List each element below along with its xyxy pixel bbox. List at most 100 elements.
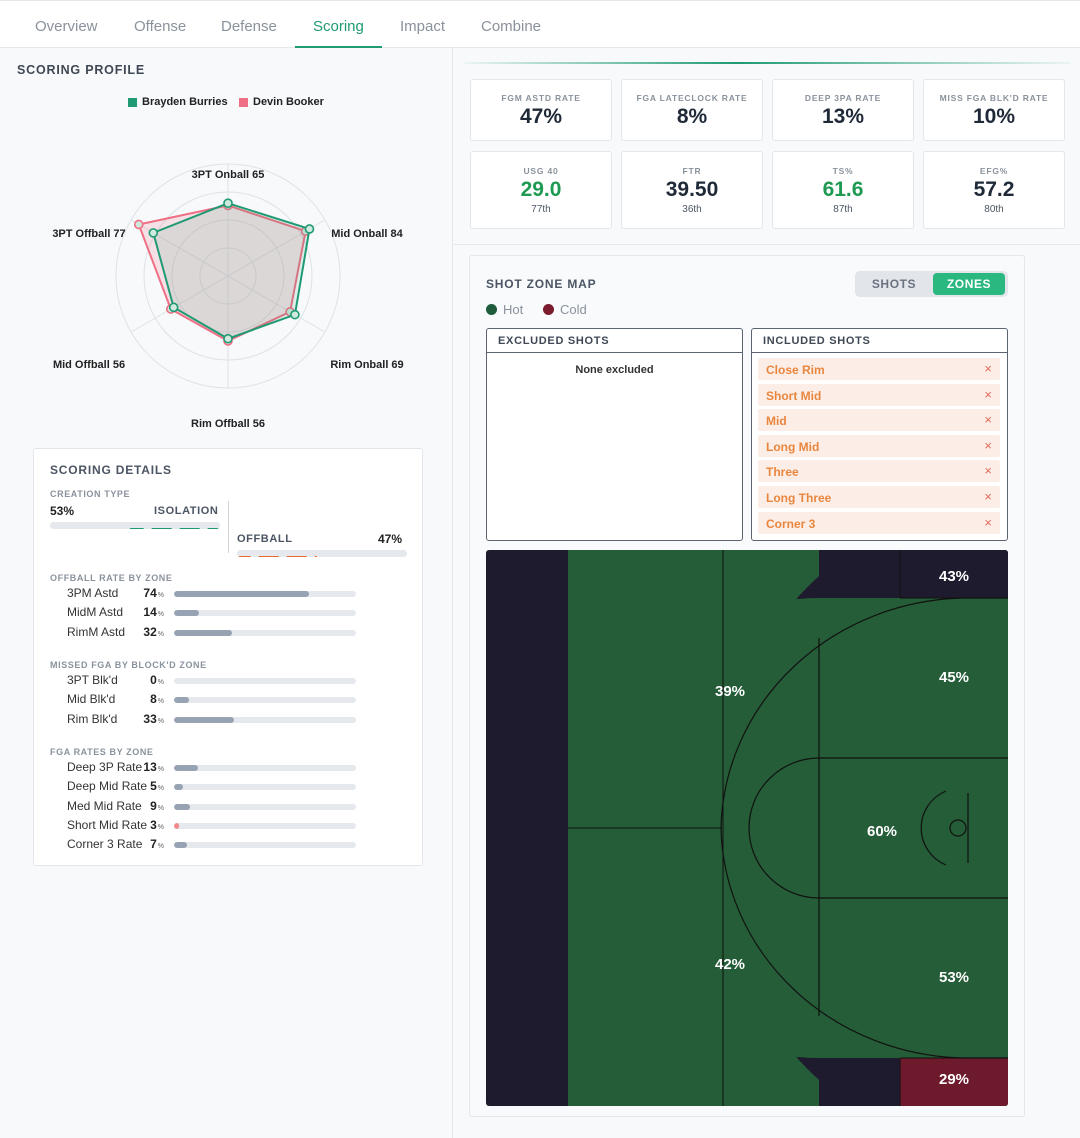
detail-row-label: Deep Mid Rate — [67, 779, 148, 794]
stat-rank: 77th — [531, 204, 551, 215]
detail-row-number: 7 — [150, 837, 157, 852]
detail-row-label: RimM Astd — [67, 624, 126, 639]
stat-efg-pct: EFG% 57.2 80th — [923, 151, 1065, 229]
stat-value: 39.50 — [665, 178, 719, 201]
cold-label: Cold — [560, 302, 587, 317]
stat-ts-pct: TS% 61.6 87th — [772, 151, 914, 229]
tab-impact[interactable]: Impact — [400, 18, 446, 35]
detail-row-unit: % — [157, 611, 164, 619]
radar-spoke — [130, 275, 229, 333]
detail-row-unit: % — [157, 785, 164, 793]
detail-row-number: 8 — [150, 692, 157, 707]
included-shot-label: Corner 3 — [766, 516, 816, 531]
court-map: 43% 39% 45% 60% 42% 53% 29% — [568, 550, 1008, 1106]
radar-axis-label: Mid Offball 56 — [53, 359, 125, 371]
stat-label: FTR — [682, 166, 702, 176]
detail-row-label: MidM Astd — [67, 605, 124, 620]
cold-dot-icon — [543, 304, 554, 315]
stat-label: USG 40 — [523, 166, 559, 176]
detail-row-label: Deep 3P Rate — [67, 760, 143, 774]
offball-pct: 47% — [378, 532, 403, 546]
tab-offense[interactable]: Offense — [134, 18, 187, 35]
legend-item-burries: Brayden Burries — [128, 96, 228, 108]
tab-scoring[interactable]: Scoring — [313, 18, 364, 35]
right-panel: FGM ASTD RATE 47% FGA LATECLOCK RATE 8% … — [454, 48, 1080, 1138]
radar-point — [133, 219, 144, 230]
stripe-segment — [129, 528, 144, 529]
scoring-details-card: SCORING DETAILS CREATION TYPE 53% ISOLAT… — [33, 448, 423, 866]
remove-icon[interactable]: × — [984, 386, 992, 402]
stripe-segment — [314, 556, 317, 557]
zone-label-mid-top: 45% — [939, 669, 969, 686]
stat-usg-40: USG 40 29.0 77th — [470, 151, 612, 229]
stat-deep-3pa-rate: DEEP 3PA RATE 13% — [772, 79, 914, 141]
stat-fgm-astd-rate: FGM ASTD RATE 47% — [470, 79, 612, 141]
detail-row-bar-fill — [174, 697, 189, 704]
stat-label: TS% — [832, 166, 854, 176]
detail-row-bar — [174, 842, 356, 849]
stat-label: EFG% — [979, 166, 1009, 176]
detail-row-number: 0 — [150, 673, 157, 687]
legend-label-booker: Devin Booker — [253, 96, 324, 108]
detail-row-value: 0% — [34, 673, 164, 687]
paint-box — [748, 757, 1008, 899]
shot-zone-title: SHOT ZONE MAP — [486, 277, 597, 291]
detail-row-value: 13% — [34, 760, 164, 774]
cold-legend: Cold — [543, 302, 587, 317]
remove-icon[interactable]: × — [984, 514, 992, 530]
stripe-segment — [151, 528, 172, 529]
remove-icon[interactable]: × — [984, 437, 992, 453]
detail-row-unit: % — [157, 592, 164, 599]
included-shot-label: Long Three — [766, 491, 832, 505]
zone-label-mid-bottom: 53% — [939, 969, 969, 986]
included-shots-title: INCLUDED SHOTS — [752, 329, 1007, 353]
detail-row-unit: % — [157, 766, 164, 773]
radar-point — [223, 198, 233, 208]
stat-value: 47% — [519, 105, 563, 128]
stat-miss-fga-blkd-rate: MISS FGA BLK'D RATE 10% — [923, 79, 1065, 141]
stat-value: 61.6 — [822, 178, 864, 201]
stat-ftr: FTR 39.50 36th — [621, 151, 763, 229]
detail-row-bar — [174, 629, 356, 636]
tab-defense[interactable]: Defense — [221, 18, 277, 35]
remove-icon[interactable]: × — [984, 489, 992, 504]
hot-dot-icon — [486, 304, 497, 315]
radar-axis-label: 3PT Offball 77 — [52, 228, 125, 240]
included-shot-label: Short Mid — [766, 388, 822, 403]
stripe-segment — [207, 528, 220, 529]
detail-row-label: Med Mid Rate — [67, 798, 142, 813]
tab-combine[interactable]: Combine — [481, 18, 542, 35]
detail-row-bar — [174, 765, 356, 771]
radar-point — [148, 228, 159, 238]
detail-row-number: 33 — [143, 711, 157, 726]
zones-toggle-button[interactable]: ZONES — [933, 273, 1005, 295]
radar-axis-label: 3PT Onball 65 — [192, 169, 265, 181]
section-separator — [454, 244, 1080, 245]
included-shot-chip: Long Three × — [758, 486, 1000, 508]
creation-type-label: CREATION TYPE — [50, 489, 131, 499]
stripe-segment — [179, 528, 200, 529]
included-shot-label: Long Mid — [766, 439, 820, 454]
stat-rank: 36th — [682, 204, 702, 215]
detail-row-unit: % — [157, 823, 164, 831]
included-shot-chip: Mid × — [758, 409, 1000, 432]
remove-icon[interactable]: × — [984, 361, 992, 376]
shots-toggle-button[interactable]: SHOTS — [871, 277, 917, 291]
arc-interior — [589, 598, 1008, 1058]
included-shot-chip: Close Rim × — [758, 358, 1000, 380]
detail-row-bar-fill — [174, 610, 200, 617]
detail-row-label: 3PT Blk'd — [67, 673, 118, 687]
detail-group-title: OFFBALL RATE BY ZONE — [50, 573, 173, 583]
radar-point — [290, 309, 300, 320]
detail-row-label: Mid Blk'd — [67, 692, 116, 707]
remove-icon[interactable]: × — [984, 463, 992, 479]
three-point-arc — [720, 597, 1008, 1059]
included-shot-label: Mid — [766, 414, 787, 429]
radar-point — [304, 224, 315, 234]
stripe-segment — [237, 556, 251, 557]
detail-row-bar — [174, 803, 356, 810]
left-panel: SCORING PROFILE Brayden Burries Devin Bo… — [0, 48, 453, 1138]
tab-overview[interactable]: Overview — [35, 18, 98, 35]
remove-icon[interactable]: × — [984, 412, 992, 428]
offball-bar — [237, 550, 407, 557]
